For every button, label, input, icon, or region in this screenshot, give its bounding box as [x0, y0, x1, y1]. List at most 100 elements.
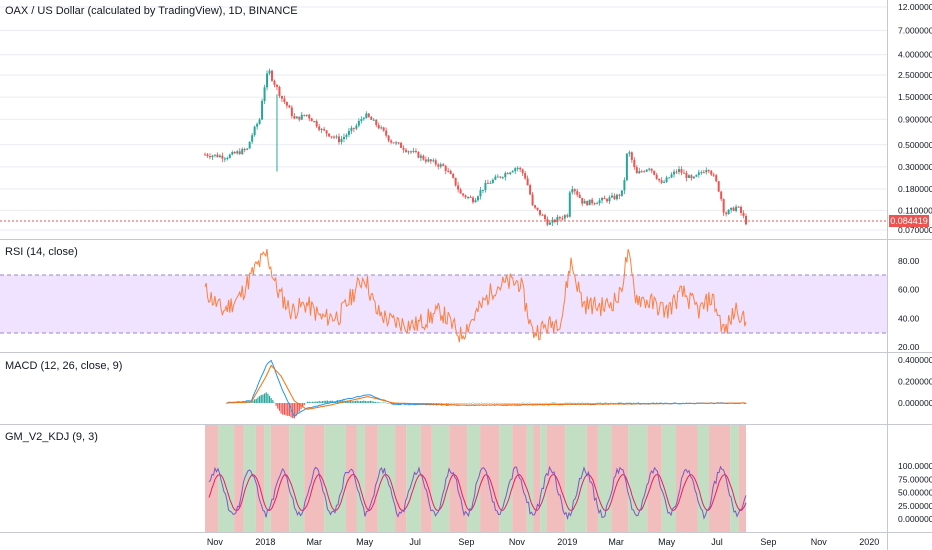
- macd-histogram-bar: [502, 403, 504, 404]
- candle-body: [266, 73, 269, 88]
- macd-histogram-bar: [507, 403, 509, 404]
- x-tick-label: Nov: [207, 537, 224, 547]
- macd-histogram-bar: [449, 402, 451, 404]
- kdj-bg-band: [565, 425, 587, 532]
- macd-histogram-bar: [389, 403, 391, 404]
- candle-body: [350, 127, 353, 131]
- macd-histogram-bar: [543, 403, 545, 404]
- kdj-tick-label: 0.000000: [898, 514, 932, 524]
- candle-body: [740, 206, 743, 213]
- candle-body: [660, 180, 663, 183]
- macd-histogram-bar: [465, 403, 468, 404]
- macd-histogram-bar: [485, 403, 487, 404]
- macd-histogram-bar: [267, 393, 269, 403]
- macd-histogram-bar: [358, 401, 360, 403]
- candle-body: [702, 172, 705, 174]
- macd-histogram-bar: [639, 403, 641, 404]
- candle-body: [243, 149, 246, 151]
- macd-histogram-bar: [323, 400, 325, 403]
- candle-body: [377, 124, 380, 129]
- candle-body: [472, 197, 475, 203]
- candle-body: [390, 140, 393, 143]
- candle-body: [563, 215, 566, 219]
- candle-body: [335, 136, 338, 138]
- macd-histogram-bar: [378, 402, 380, 403]
- x-tick-label: Mar: [306, 537, 322, 547]
- macd-histogram-bar: [292, 403, 294, 419]
- candle-body: [506, 173, 509, 175]
- candle-body: [511, 171, 514, 173]
- candle-body: [467, 196, 470, 198]
- x-tick-label: Jul: [711, 537, 723, 547]
- macd-histogram-bar: [338, 400, 340, 403]
- kdj-bg-band: [364, 425, 378, 532]
- candle-body: [251, 135, 254, 142]
- macd-histogram-bar: [386, 403, 388, 404]
- last-price-tag: 0.084419: [889, 215, 929, 227]
- candle-body: [402, 147, 405, 150]
- macd-histogram-bar: [609, 402, 611, 404]
- candle-body: [484, 182, 487, 190]
- candle-body: [486, 182, 489, 184]
- candle-body: [258, 119, 261, 124]
- candle-body: [392, 142, 395, 144]
- macd-histogram-bar: [598, 402, 600, 404]
- candle-body: [412, 150, 415, 152]
- candle-body: [422, 155, 425, 160]
- candle-body: [457, 185, 460, 190]
- macd-series: [225, 359, 747, 419]
- macd-histogram-bar: [467, 403, 469, 404]
- candle-body: [514, 168, 517, 172]
- macd-histogram-bar: [616, 402, 618, 404]
- candle-body: [320, 128, 323, 130]
- macd-histogram-bar: [399, 403, 401, 405]
- kdj-bg-band: [304, 425, 325, 532]
- candle-body: [308, 114, 311, 119]
- price-tick-label: 0.070000: [898, 225, 932, 235]
- candle-body: [442, 164, 445, 167]
- macd-histogram-bar: [244, 402, 246, 404]
- candle-body: [444, 166, 447, 171]
- macd-histogram-bar: [505, 403, 507, 404]
- kdj-bg-band: [661, 425, 676, 532]
- candle-body: [529, 185, 532, 195]
- macd-histogram-bar: [460, 402, 463, 404]
- macd-histogram-bar: [525, 402, 527, 404]
- macd-histogram-bar: [574, 403, 577, 404]
- macd-histogram-bar: [636, 402, 638, 404]
- candle-body: [732, 207, 735, 211]
- candle-body: [382, 127, 385, 131]
- candle-body: [342, 136, 345, 140]
- macd-tick-label: 0.200000: [898, 377, 932, 387]
- macd-histogram-bar: [310, 402, 312, 403]
- macd-histogram-bar: [497, 402, 499, 404]
- macd-histogram-bar: [545, 402, 547, 404]
- candle-body: [494, 176, 497, 180]
- macd-histogram-bar: [263, 393, 266, 403]
- macd-histogram-bar: [584, 402, 587, 404]
- candle-body: [610, 195, 613, 198]
- macd-histogram-bar: [394, 403, 396, 405]
- candle-body: [268, 70, 271, 74]
- macd-histogram-bar: [439, 402, 441, 404]
- candle-body: [216, 154, 219, 158]
- macd-histogram-bar: [546, 403, 549, 404]
- rsi-title: RSI (14, close): [5, 246, 78, 258]
- x-tick-label: Sep: [760, 537, 776, 547]
- candle-body: [211, 155, 214, 158]
- candle-body: [707, 170, 710, 172]
- candle-body: [313, 121, 316, 123]
- macd-histogram-bar: [601, 403, 603, 404]
- macd-histogram-bar: [510, 403, 512, 404]
- macd-histogram-bar: [440, 403, 443, 404]
- candle-body: [633, 159, 636, 168]
- macd-histogram-bar: [455, 403, 458, 404]
- candle-body: [275, 84, 278, 87]
- axis-labels: 12.000000 7.000000 4.000000 2.500000 1.50000…: [207, 2, 932, 547]
- price-tick-label: 0.500000: [898, 140, 932, 150]
- macd-histogram-bar: [589, 403, 592, 404]
- candle-body: [357, 120, 360, 126]
- kdj-bg-band: [205, 425, 219, 532]
- candle-body: [682, 172, 685, 174]
- macd-histogram-bar: [328, 400, 330, 403]
